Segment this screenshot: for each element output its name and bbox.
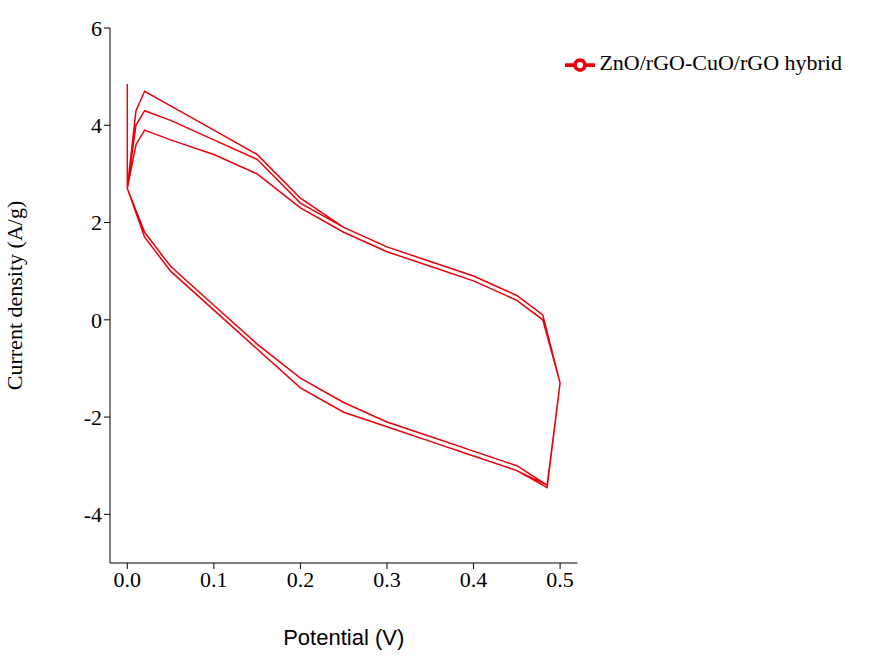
svg-text:0.2: 0.2: [287, 567, 315, 592]
svg-text:0.1: 0.1: [200, 567, 228, 592]
svg-text:0: 0: [91, 308, 102, 333]
svg-text:0.5: 0.5: [546, 567, 574, 592]
svg-text:Potential (V): Potential (V): [283, 625, 404, 650]
svg-text:0.4: 0.4: [460, 567, 488, 592]
svg-text:6: 6: [91, 16, 102, 41]
svg-text:-2: -2: [84, 405, 102, 430]
svg-text:2: 2: [91, 210, 102, 235]
svg-text:0.0: 0.0: [114, 567, 142, 592]
svg-text:4: 4: [91, 113, 102, 138]
svg-text:0.3: 0.3: [373, 567, 401, 592]
svg-text:-4: -4: [84, 502, 102, 527]
svg-text:Current density (A/g): Current density (A/g): [2, 201, 27, 390]
html-text:ZnO/rGO-CuO/rGO hybrid: ZnO/rGO-CuO/rGO hybrid: [599, 50, 842, 75]
